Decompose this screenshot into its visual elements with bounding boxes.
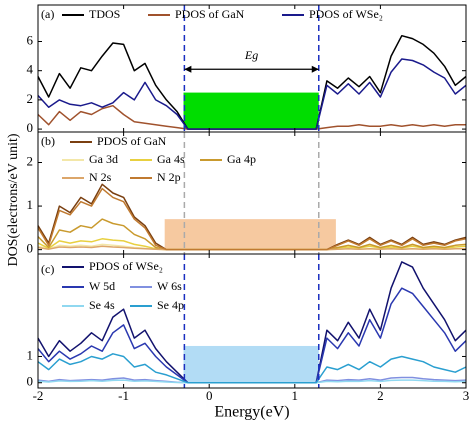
y-tick-label: 6 <box>27 32 34 47</box>
x-tick-label: -1 <box>118 388 129 403</box>
legend-label: W 5d <box>89 279 115 293</box>
x-tick-label: 2 <box>377 388 384 403</box>
dos-line <box>37 187 467 251</box>
panel-label: (a) <box>41 7 54 21</box>
legend-label: Ga 3d <box>89 152 118 166</box>
panel-label: (b) <box>41 134 55 148</box>
dos-line <box>37 58 467 130</box>
y-tick-label: 2 <box>27 91 34 106</box>
x-axis-label: Energy(eV) <box>214 404 289 421</box>
y-axis-label: DOS(electrons/eV unit) <box>6 133 21 266</box>
x-tick-label: 3 <box>463 388 470 403</box>
gap-shade <box>164 219 336 250</box>
gap-shade <box>183 345 319 383</box>
y-tick-label: 2 <box>27 153 34 168</box>
legend-label: Se 4s <box>89 298 115 312</box>
y-tick-label: 0 <box>27 241 34 256</box>
y-tick-label: 0 <box>27 374 34 389</box>
plot-frame <box>37 253 467 389</box>
legend-label: N 2p <box>157 170 181 184</box>
legend-label: PDOS of GaN <box>97 134 167 148</box>
legend-label: PDOS of GaN <box>175 7 245 21</box>
legend-label: Ga 4p <box>227 152 256 166</box>
legend-label: Ga 4s <box>157 152 185 166</box>
legend-label: TDOS <box>89 7 120 21</box>
dos-line <box>37 353 467 384</box>
y-tick-label: 1 <box>27 347 34 362</box>
y-tick-label: 4 <box>27 62 34 77</box>
legend-label: PDOS of WSe₂ <box>89 259 163 273</box>
x-tick-label: 0 <box>206 388 213 403</box>
annotation: Eg <box>244 48 258 62</box>
gap-shade <box>183 92 319 130</box>
x-tick-label: -2 <box>33 388 44 403</box>
legend-label: PDOS of WSe₂ <box>309 7 383 21</box>
legend-label: N 2s <box>89 170 112 184</box>
legend-label: W 6s <box>157 279 182 293</box>
panel-label: (c) <box>41 262 54 276</box>
x-tick-label: 1 <box>292 388 299 403</box>
y-tick-label: 0 <box>27 120 34 135</box>
y-tick-label: 1 <box>27 197 34 212</box>
legend-label: Se 4p <box>157 298 184 312</box>
